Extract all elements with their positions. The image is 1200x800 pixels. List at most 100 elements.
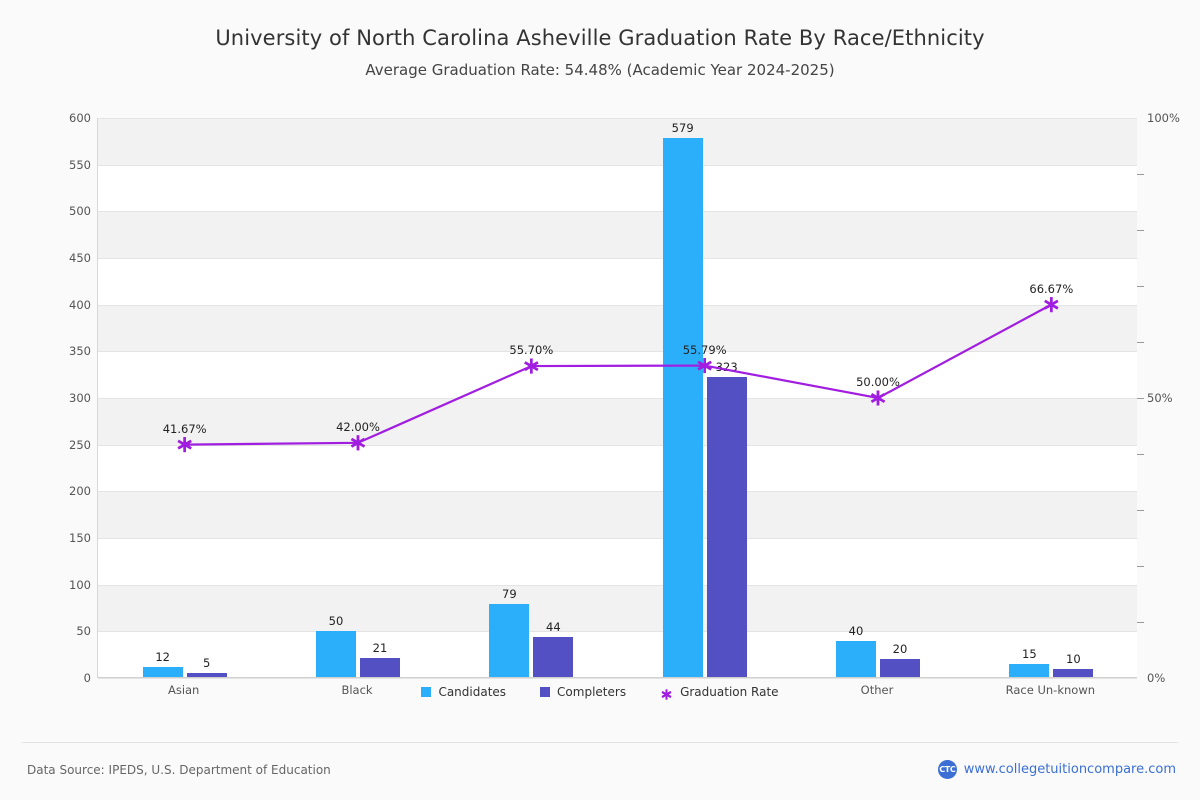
y-axis-tick-label: 200	[69, 484, 91, 499]
x-axis-line	[98, 677, 1137, 678]
bar-candidates[interactable]	[489, 604, 530, 678]
gridline	[98, 118, 1137, 119]
graduation-rate-label: 66.67%	[1029, 281, 1074, 296]
y-axis-tick-label: 150	[69, 531, 91, 545]
legend-item-label: Candidates	[438, 685, 507, 699]
plot-band	[98, 398, 1137, 445]
bar-completers[interactable]	[186, 673, 227, 678]
bar-value-label: 44	[546, 619, 561, 634]
legend-item-completers[interactable]: Completers	[536, 683, 631, 701]
bar-completers[interactable]	[706, 376, 747, 678]
bar-value-label: 10	[1066, 651, 1081, 666]
page-title: University of North Carolina Asheville G…	[215, 26, 985, 50]
graduation-rate-line	[184, 303, 1052, 446]
graduation-rate-point[interactable]	[1044, 297, 1059, 313]
legend-item-candidates[interactable]: Candidates	[417, 683, 511, 701]
legend-swatch-icon	[540, 687, 551, 697]
legend-item-graduation-rate[interactable]: Graduation Rate	[656, 683, 783, 701]
asterisk-icon	[660, 686, 673, 700]
y-axis-right: 0% 50% 100%	[1137, 111, 1197, 685]
chart-subtitle: Average Graduation Rate: 54.48% (Academi…	[365, 61, 835, 79]
bar-value-label: 15	[1022, 647, 1037, 661]
bar-completers[interactable]	[880, 659, 920, 678]
legend-swatch-icon	[421, 687, 432, 697]
y-axis-tick-label: 350	[69, 344, 91, 359]
line-series-layer	[177, 297, 1059, 453]
graduation-rate-label: 55.79%	[682, 342, 727, 357]
graduation-rate-point[interactable]	[870, 390, 886, 406]
plot-area: 12 5 50 21 79 44 579 323 40 20 15 10 41.67% 42.00% 55…	[97, 118, 1137, 679]
gridline	[98, 678, 1137, 679]
y-axis-tick-label: 0	[83, 671, 91, 685]
y2-axis-tick	[1137, 174, 1144, 175]
y2-axis-tick	[1137, 342, 1144, 343]
y-axis-tick-label: 450	[69, 251, 91, 265]
y-axis-tick-label: 250	[69, 437, 91, 452]
x-axis-category-label: Black	[341, 683, 373, 697]
bar-candidates[interactable]	[662, 137, 703, 678]
legend-item-label: Graduation Rate	[680, 685, 779, 699]
bar-completers[interactable]	[1053, 668, 1094, 678]
bar-value-label: 12	[155, 649, 170, 664]
ctc-logo-icon: CTC	[937, 760, 957, 779]
gridline	[98, 304, 1137, 306]
graduation-rate-point[interactable]	[697, 358, 712, 374]
bar-completers[interactable]	[533, 636, 574, 678]
bar-value-label: 5	[202, 656, 211, 671]
data-source-note: Data Source: IPEDS, U.S. Department of E…	[27, 763, 331, 777]
bar-candidates[interactable]	[1009, 664, 1050, 678]
gridline	[98, 631, 1137, 633]
legend-item-label: Completers	[557, 685, 627, 699]
bar-candidates[interactable]	[142, 666, 183, 678]
plot-band	[98, 118, 1137, 165]
x-axis-category-label: Asian	[167, 683, 200, 697]
y2-axis-tick-label: 50%	[1147, 391, 1173, 405]
gridline	[98, 491, 1137, 493]
y-axis-tick-label: 100	[69, 577, 91, 592]
y2-axis-tick	[1137, 454, 1144, 455]
gridline	[98, 164, 1137, 166]
plot-band	[98, 211, 1137, 258]
bar-value-label: 20	[892, 642, 908, 657]
graduation-rate-point[interactable]	[350, 435, 366, 451]
x-axis-category-label: Other	[860, 683, 894, 697]
graduation-rate-label: 55.70%	[509, 343, 554, 358]
chart-legend: Candidates Completers Graduation Rate	[0, 683, 1200, 701]
footer-divider	[22, 742, 1178, 743]
bar-value-label: 40	[848, 623, 864, 638]
bar-candidates[interactable]	[316, 631, 356, 678]
y-axis-tick-label: 400	[69, 297, 91, 312]
y2-axis-tick	[1137, 622, 1144, 623]
y2-axis-tick-label: 0%	[1147, 671, 1166, 685]
bar-completers[interactable]	[360, 658, 400, 678]
y-axis-tick-label: 550	[69, 157, 91, 172]
y-axis-tick-label: 500	[69, 204, 91, 219]
y-axis-tick-label: 50	[76, 624, 91, 639]
graduation-rate-label: 41.67%	[162, 421, 207, 436]
y2-axis-tick	[1137, 510, 1144, 511]
y-axis-tick-label: 300	[69, 391, 91, 405]
gridline	[98, 584, 1137, 586]
gridline	[98, 538, 1137, 539]
plot-band	[98, 491, 1137, 538]
plot-band	[98, 584, 1137, 632]
brand-url-text: www.collegetuitioncompare.com	[963, 762, 1176, 777]
gridline	[98, 258, 1137, 259]
bar-candidates[interactable]	[836, 640, 876, 678]
graduation-rate-label: 50.00%	[856, 375, 900, 389]
y2-axis-tick	[1137, 230, 1144, 231]
plot-band	[98, 304, 1137, 352]
gridline	[98, 211, 1137, 213]
y2-axis-tick	[1137, 286, 1144, 287]
gridline	[98, 444, 1137, 446]
y2-axis-tick-label: 100%	[1147, 111, 1180, 125]
graduation-rate-point[interactable]	[524, 358, 539, 374]
graduation-rate-label: 42.00%	[336, 419, 380, 434]
y2-axis-tick	[1137, 566, 1144, 567]
bar-value-label: 579	[671, 120, 694, 135]
graduation-rate-point[interactable]	[177, 437, 192, 453]
bar-value-label: 50	[328, 614, 344, 629]
bar-value-label: 79	[502, 587, 517, 602]
brand-link[interactable]: CTC www.collegetuitioncompare.com	[937, 760, 1176, 779]
